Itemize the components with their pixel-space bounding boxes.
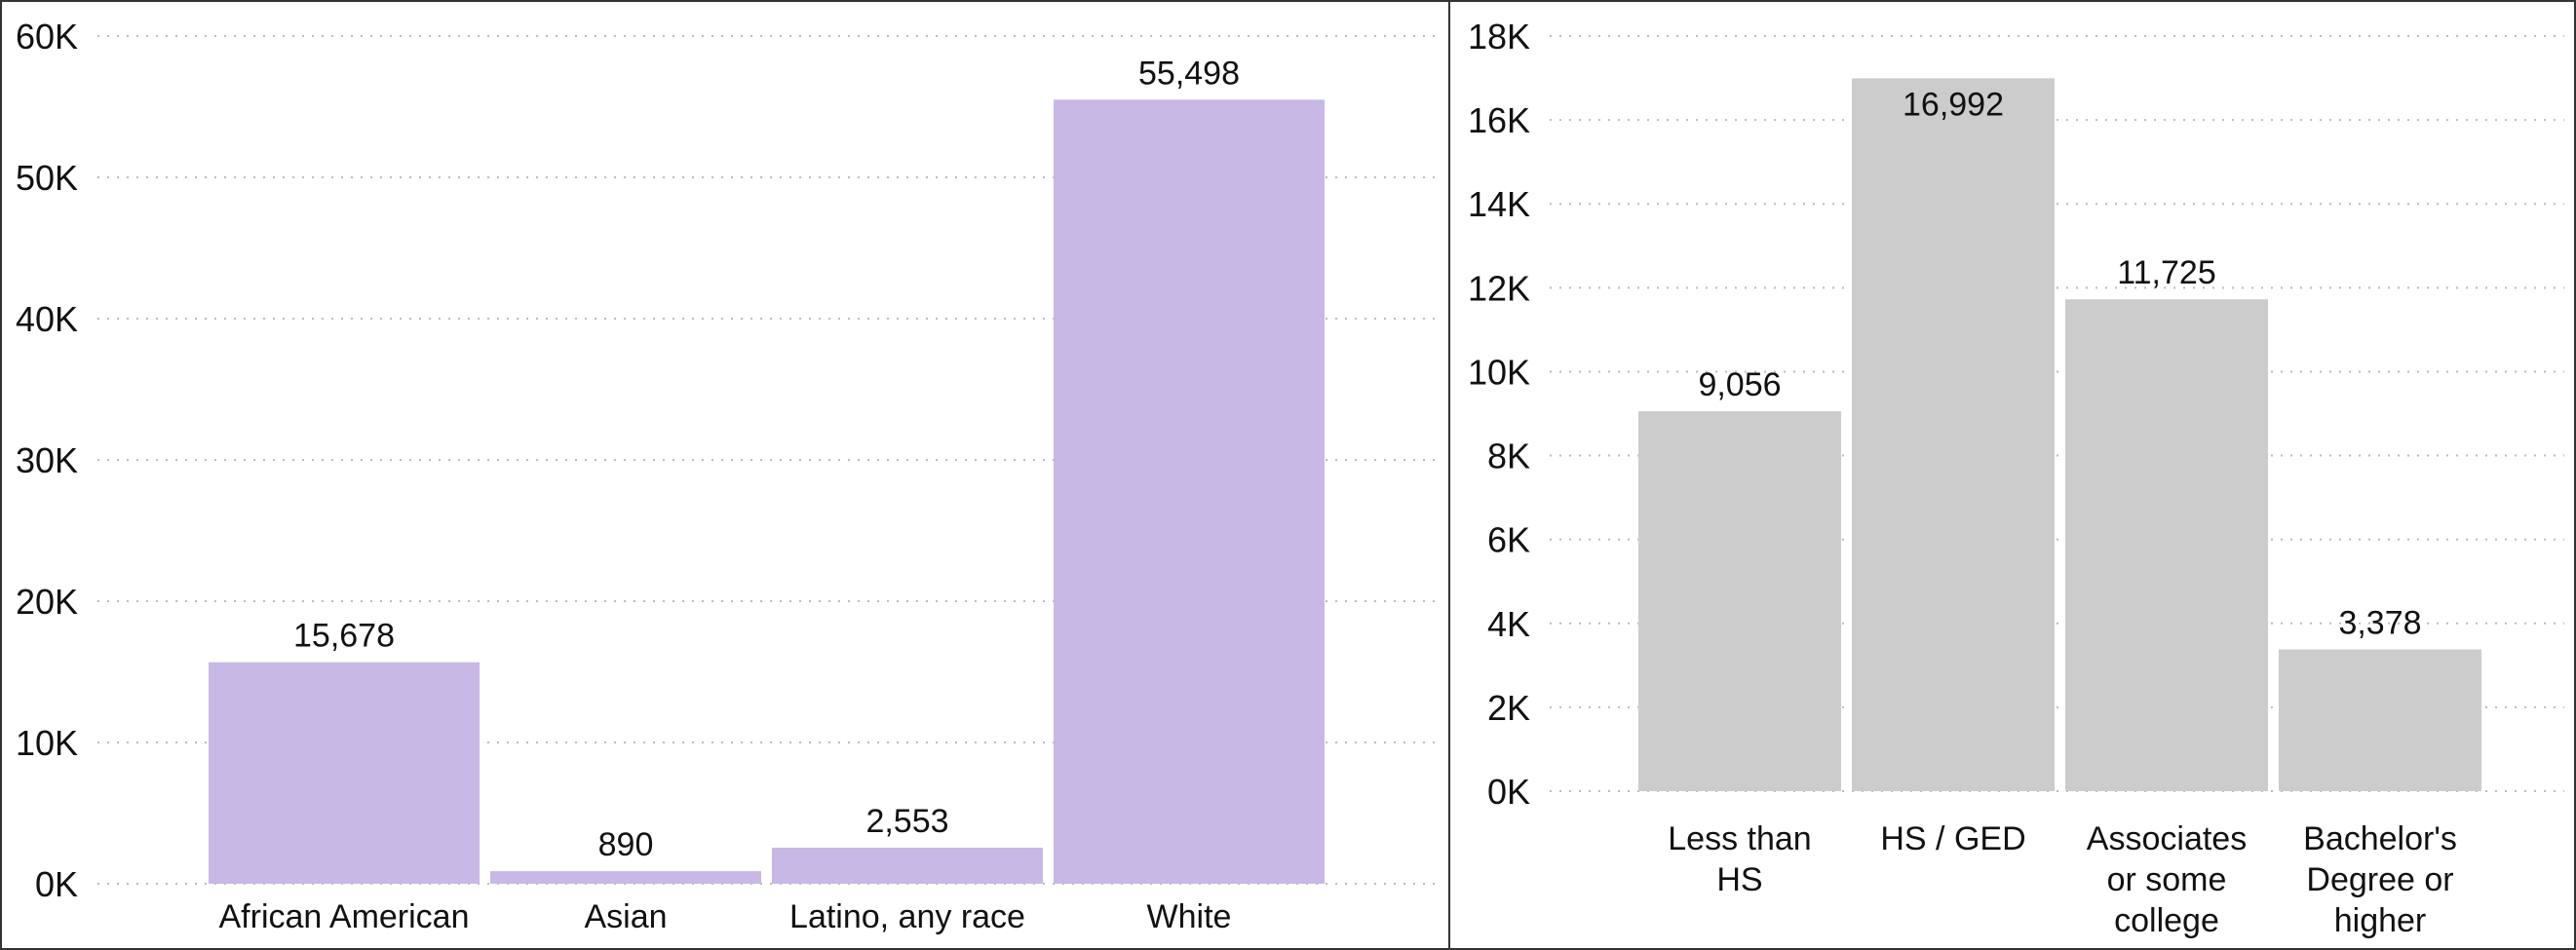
- y-tick-label: 2K: [1487, 688, 1530, 728]
- bar: [1638, 411, 1841, 791]
- bar-value-label: 15,678: [293, 618, 395, 655]
- y-tick-label: 50K: [16, 158, 78, 198]
- bar-value-label: 890: [598, 826, 654, 863]
- category-label: HS: [1716, 861, 1762, 898]
- y-tick-label: 8K: [1487, 437, 1530, 476]
- category-label: or some: [2107, 861, 2227, 898]
- bar: [490, 871, 761, 884]
- category-label: White: [1147, 898, 1232, 935]
- category-label: Asian: [584, 898, 667, 935]
- bar: [772, 847, 1043, 884]
- y-tick-label: 40K: [16, 299, 78, 339]
- y-tick-label: 6K: [1487, 520, 1530, 560]
- y-tick-label: 60K: [16, 17, 78, 57]
- race-bar-chart: 0K 10K 20K 30K 40K 50K 60K 15,678 African Americ…: [16, 17, 1441, 935]
- category-label: HS / GED: [1880, 820, 2025, 857]
- category-label: higher: [2334, 902, 2427, 939]
- y-tick-label: 10K: [16, 723, 78, 763]
- y-tick-label: 4K: [1487, 604, 1530, 644]
- category-label: Latino, any race: [789, 898, 1025, 935]
- y-tick-label: 18K: [1468, 17, 1530, 57]
- category-label: Associates: [2087, 820, 2247, 857]
- category-label: African American: [219, 898, 470, 935]
- bar: [209, 662, 480, 884]
- bar-value-label: 16,992: [1903, 86, 2004, 123]
- y-tick-label: 12K: [1468, 268, 1530, 308]
- bar: [1054, 99, 1325, 885]
- category-label: college: [2114, 902, 2219, 939]
- category-label: Bachelor's: [2303, 820, 2457, 857]
- y-tick-label: 10K: [1468, 352, 1530, 392]
- bar-value-label: 55,498: [1138, 55, 1240, 92]
- bar: [2279, 649, 2481, 791]
- y-tick-label: 0K: [1487, 772, 1530, 812]
- bar: [1852, 78, 2055, 791]
- bar-value-label: 3,378: [2338, 605, 2421, 642]
- bar: [2065, 299, 2268, 791]
- bar-value-label: 11,725: [2117, 254, 2215, 291]
- y-tick-label: 20K: [16, 582, 78, 622]
- race-chart-panel: 0K 10K 20K 30K 40K 50K 60K 15,678 African Americ…: [0, 0, 1450, 950]
- bar-value-label: 9,056: [1698, 366, 1781, 403]
- y-tick-label: 30K: [16, 440, 78, 480]
- bar-value-label: 2,553: [865, 803, 948, 840]
- education-bar-chart: 0K 2K 4K 6K 8K 10K 12K 14K 16K 18K 9,056 Less than H…: [1468, 17, 2564, 939]
- y-tick-label: 0K: [35, 864, 78, 904]
- education-chart-panel: 0K 2K 4K 6K 8K 10K 12K 14K 16K 18K 9,056 Less than H…: [1448, 0, 2576, 950]
- category-label: Degree or: [2306, 861, 2453, 898]
- y-tick-label: 16K: [1468, 100, 1530, 140]
- category-label: Less than: [1668, 820, 1811, 857]
- y-tick-label: 14K: [1468, 184, 1530, 224]
